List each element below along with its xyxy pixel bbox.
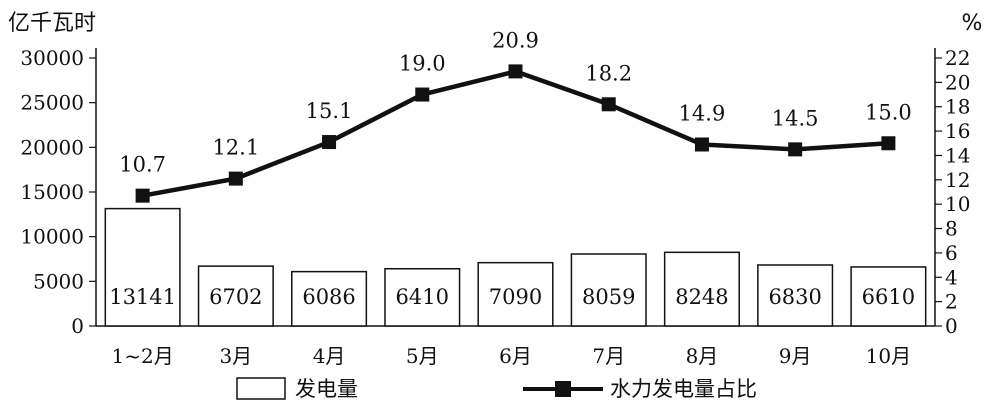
- x-tick-label: 4月: [313, 344, 346, 368]
- bar: [384, 267, 461, 327]
- x-tick-label: 7月: [592, 344, 625, 368]
- left-tick-label: 10000: [20, 225, 84, 249]
- line-point: [228, 171, 243, 186]
- bar: [663, 251, 740, 327]
- right-tick-label: 20: [945, 70, 970, 94]
- bar-data-label: 6610: [862, 285, 915, 309]
- bar-data-label: 7090: [489, 285, 542, 309]
- right-tick-label: 4: [945, 265, 958, 289]
- bar: [291, 270, 368, 327]
- x-tick-label: 10月: [866, 344, 911, 368]
- line-point: [135, 188, 150, 203]
- line-point: [881, 136, 896, 151]
- line-data-label: 15.1: [306, 99, 353, 123]
- line-data-label: 14.9: [679, 101, 726, 125]
- bar: [570, 253, 647, 327]
- x-tick-label: 8月: [686, 344, 719, 368]
- line-data-label: 12.1: [212, 136, 259, 160]
- bar: [850, 266, 927, 327]
- left-tick-label: 0: [71, 314, 84, 338]
- line-point: [415, 87, 430, 102]
- line-series: 10.7 12.1 15.1 19.0 20.9 18.2 14.9 14.5 15.0: [119, 28, 912, 203]
- right-axis-unit: %: [962, 11, 983, 36]
- bar-series: 13141 6702 6086 6410 7090 8059 8248 6830 6610: [104, 207, 927, 327]
- bar-data-label: 13141: [109, 285, 176, 309]
- right-tick-label: 18: [945, 95, 970, 119]
- bar: [757, 264, 834, 327]
- legend-bar-label: 发电量: [295, 377, 358, 401]
- x-tick-label: 6月: [499, 344, 532, 368]
- bar: [104, 207, 181, 327]
- left-tick-label: 5000: [33, 269, 84, 293]
- line-point: [694, 137, 709, 152]
- bar-data-label: 8059: [582, 285, 635, 309]
- right-tick-label: 2: [945, 290, 958, 314]
- bar-data-label: 6702: [209, 285, 262, 309]
- line-point: [601, 97, 616, 112]
- line-data-label: 18.2: [585, 61, 632, 85]
- left-tick-label: 30000: [20, 46, 84, 70]
- axes: 0500010000150002000025000300000246810121…: [20, 46, 970, 368]
- right-tick-label: 8: [945, 217, 958, 241]
- legend-bar-swatch: [236, 377, 286, 400]
- left-axis-unit: 亿千瓦时: [8, 11, 96, 36]
- line-data-label: 20.9: [492, 28, 539, 52]
- line-data-label: 19.0: [399, 52, 446, 76]
- line-point: [508, 64, 523, 79]
- right-tick-label: 16: [945, 119, 970, 143]
- bar-data-label: 6086: [302, 285, 355, 309]
- bar: [477, 261, 554, 327]
- x-tick-label: 5月: [406, 344, 439, 368]
- legend-line-label: 水力发电量占比: [610, 377, 757, 401]
- right-tick-label: 6: [945, 241, 958, 265]
- series-line: [142, 69, 889, 198]
- bar-data-label: 6830: [768, 285, 821, 309]
- right-tick-label: 12: [945, 168, 970, 192]
- x-tick-label: 9月: [779, 344, 812, 368]
- right-tick-label: 22: [945, 46, 970, 70]
- left-tick-label: 15000: [20, 180, 84, 204]
- x-tick-label: 1~2月: [112, 344, 174, 368]
- left-tick-label: 25000: [20, 91, 84, 115]
- line-point: [788, 142, 803, 157]
- bar-data-label: 6410: [396, 285, 449, 309]
- line-data-label: 14.5: [772, 106, 819, 130]
- right-tick-label: 0: [945, 314, 958, 338]
- line-data-label: 15.0: [865, 100, 912, 124]
- right-tick-label: 14: [945, 143, 970, 167]
- right-tick-label: 10: [945, 192, 970, 216]
- left-tick-label: 20000: [20, 135, 84, 159]
- legend: 发电量 水力发电量占比: [236, 377, 757, 401]
- line-data-label: 10.7: [119, 153, 166, 177]
- line-point: [322, 135, 337, 150]
- bar-data-label: 8248: [675, 285, 728, 309]
- bar: [197, 265, 274, 327]
- x-tick-label: 3月: [219, 344, 252, 368]
- legend-line-marker: [555, 381, 571, 397]
